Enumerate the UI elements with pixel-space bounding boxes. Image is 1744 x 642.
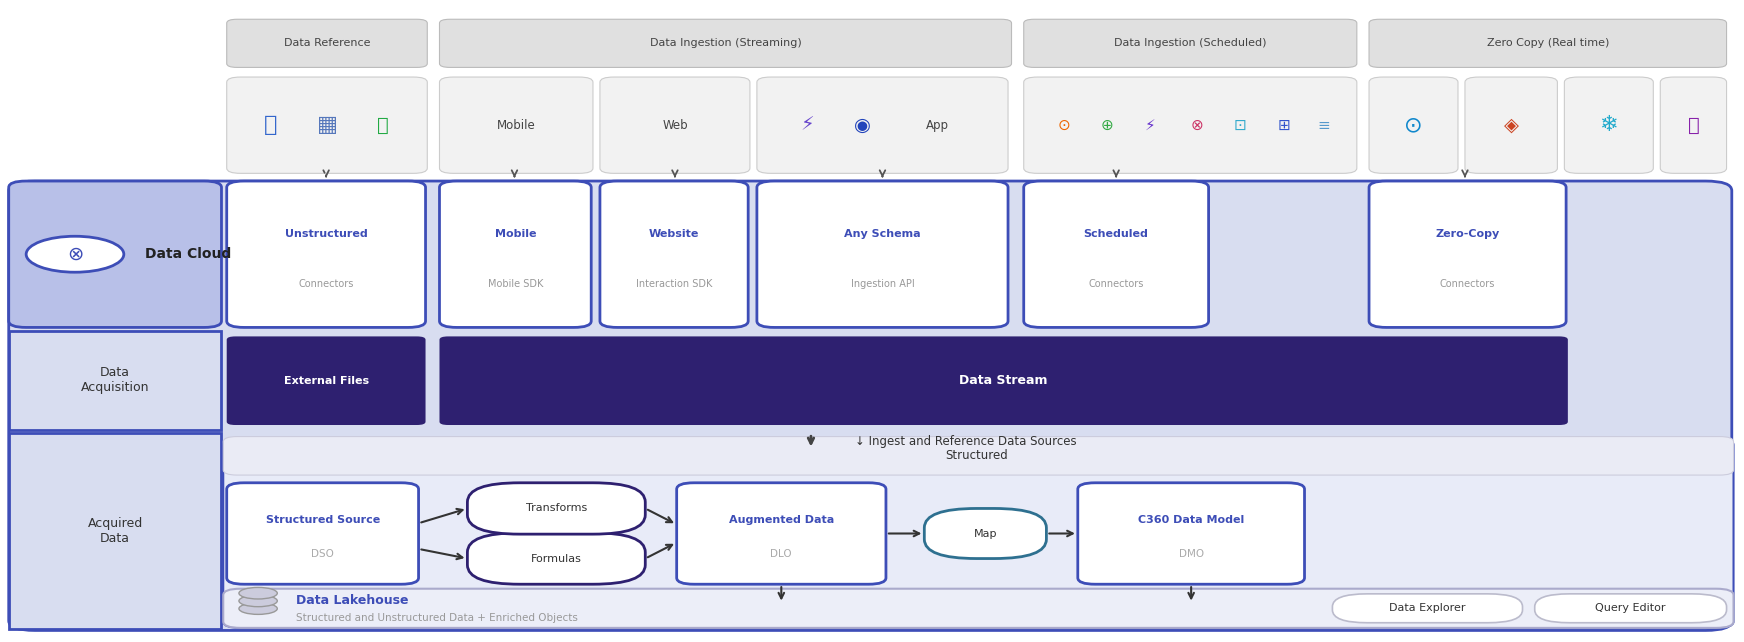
Text: ⚡: ⚡ (1144, 117, 1156, 133)
FancyBboxPatch shape (439, 19, 1012, 67)
Text: Connectors: Connectors (1088, 279, 1144, 288)
FancyBboxPatch shape (223, 437, 1734, 475)
Text: DSO: DSO (310, 549, 335, 559)
Text: ⬛: ⬛ (263, 115, 277, 135)
Text: Query Editor: Query Editor (1596, 603, 1666, 613)
FancyBboxPatch shape (227, 336, 426, 425)
Text: Data Lakehouse: Data Lakehouse (296, 594, 410, 607)
FancyBboxPatch shape (1465, 77, 1557, 173)
FancyBboxPatch shape (1024, 181, 1209, 327)
Text: Scheduled: Scheduled (1083, 229, 1149, 239)
Text: Data
Acquisition: Data Acquisition (80, 367, 150, 394)
Text: Zero-Copy: Zero-Copy (1435, 229, 1500, 239)
FancyBboxPatch shape (227, 483, 419, 584)
Text: Structured Source: Structured Source (265, 516, 380, 525)
FancyBboxPatch shape (757, 181, 1008, 327)
Text: ⚡: ⚡ (800, 116, 814, 135)
FancyBboxPatch shape (439, 336, 1568, 425)
Text: Data Ingestion (Scheduled): Data Ingestion (Scheduled) (1114, 39, 1266, 48)
FancyBboxPatch shape (467, 533, 645, 584)
FancyBboxPatch shape (600, 77, 750, 173)
Text: Any Schema: Any Schema (844, 229, 921, 239)
Text: Transforms: Transforms (525, 503, 588, 514)
FancyBboxPatch shape (1564, 77, 1653, 173)
Text: DMO: DMO (1179, 549, 1203, 559)
Text: App: App (926, 119, 949, 132)
Text: ◉: ◉ (855, 116, 870, 135)
Text: Map: Map (973, 528, 998, 539)
FancyBboxPatch shape (1024, 77, 1357, 173)
Text: Mobile: Mobile (497, 119, 535, 132)
Text: ⊙: ⊙ (1404, 115, 1423, 135)
FancyBboxPatch shape (223, 589, 1734, 628)
FancyBboxPatch shape (757, 77, 1008, 173)
Bar (9, 433, 221, 629)
Text: Zero Copy (Real time): Zero Copy (Real time) (1486, 39, 1610, 48)
Text: Connectors: Connectors (1441, 279, 1495, 288)
Text: Connectors: Connectors (298, 279, 354, 288)
FancyBboxPatch shape (677, 483, 886, 584)
FancyBboxPatch shape (223, 438, 1734, 628)
FancyBboxPatch shape (1660, 77, 1727, 173)
Text: DLO: DLO (771, 549, 792, 559)
Text: Website: Website (649, 229, 699, 239)
Ellipse shape (239, 603, 277, 614)
Text: ⬛: ⬛ (377, 116, 389, 135)
FancyBboxPatch shape (1078, 483, 1305, 584)
Text: Unstructured: Unstructured (284, 229, 368, 239)
Text: Data Cloud: Data Cloud (145, 247, 230, 261)
FancyBboxPatch shape (1369, 19, 1727, 67)
Text: C360 Data Model: C360 Data Model (1139, 516, 1243, 525)
FancyBboxPatch shape (227, 19, 427, 67)
FancyBboxPatch shape (924, 508, 1046, 559)
Text: Structured and Unstructured Data + Enriched Objects: Structured and Unstructured Data + Enric… (296, 612, 579, 623)
FancyBboxPatch shape (1535, 594, 1727, 623)
Ellipse shape (239, 587, 277, 599)
Text: Data Explorer: Data Explorer (1390, 603, 1465, 613)
FancyBboxPatch shape (9, 181, 1732, 630)
FancyBboxPatch shape (1332, 594, 1523, 623)
Text: Augmented Data: Augmented Data (729, 516, 834, 525)
Ellipse shape (239, 595, 277, 607)
Text: ⬜: ⬜ (1688, 116, 1699, 135)
Text: ◈: ◈ (1503, 116, 1519, 135)
Text: ⊕: ⊕ (1100, 117, 1113, 133)
FancyBboxPatch shape (439, 77, 593, 173)
Text: Mobile: Mobile (495, 229, 535, 239)
Text: External Files: External Files (284, 376, 368, 386)
Text: ⊡: ⊡ (1233, 117, 1247, 133)
Text: Data Ingestion (Streaming): Data Ingestion (Streaming) (649, 39, 802, 48)
FancyBboxPatch shape (227, 181, 426, 327)
Text: Interaction SDK: Interaction SDK (637, 279, 712, 288)
FancyBboxPatch shape (467, 483, 645, 534)
Text: Data Reference: Data Reference (284, 39, 370, 48)
Text: ⊙: ⊙ (1057, 117, 1071, 133)
FancyBboxPatch shape (439, 181, 591, 327)
Text: Structured: Structured (945, 449, 1008, 462)
Text: ▦: ▦ (316, 115, 338, 135)
FancyBboxPatch shape (1024, 19, 1357, 67)
FancyBboxPatch shape (1369, 77, 1458, 173)
Text: ❄: ❄ (1599, 115, 1618, 135)
Text: ⊞: ⊞ (1277, 117, 1291, 133)
Text: Mobile SDK: Mobile SDK (488, 279, 542, 288)
FancyBboxPatch shape (600, 181, 748, 327)
Bar (9, 331, 221, 430)
Text: ⊗: ⊗ (1191, 117, 1203, 133)
Text: ⊗: ⊗ (66, 245, 84, 264)
Text: Formulas: Formulas (530, 553, 582, 564)
Text: Data Stream: Data Stream (959, 374, 1048, 387)
FancyBboxPatch shape (9, 181, 221, 327)
FancyBboxPatch shape (227, 77, 427, 173)
Text: ≡: ≡ (1317, 117, 1331, 133)
Text: Acquired
Data: Acquired Data (87, 517, 143, 545)
Text: Web: Web (663, 119, 687, 132)
Circle shape (26, 236, 124, 272)
Text: Ingestion API: Ingestion API (851, 279, 914, 288)
Text: ↓ Ingest and Reference Data Sources: ↓ Ingest and Reference Data Sources (855, 435, 1076, 448)
FancyBboxPatch shape (1369, 181, 1566, 327)
